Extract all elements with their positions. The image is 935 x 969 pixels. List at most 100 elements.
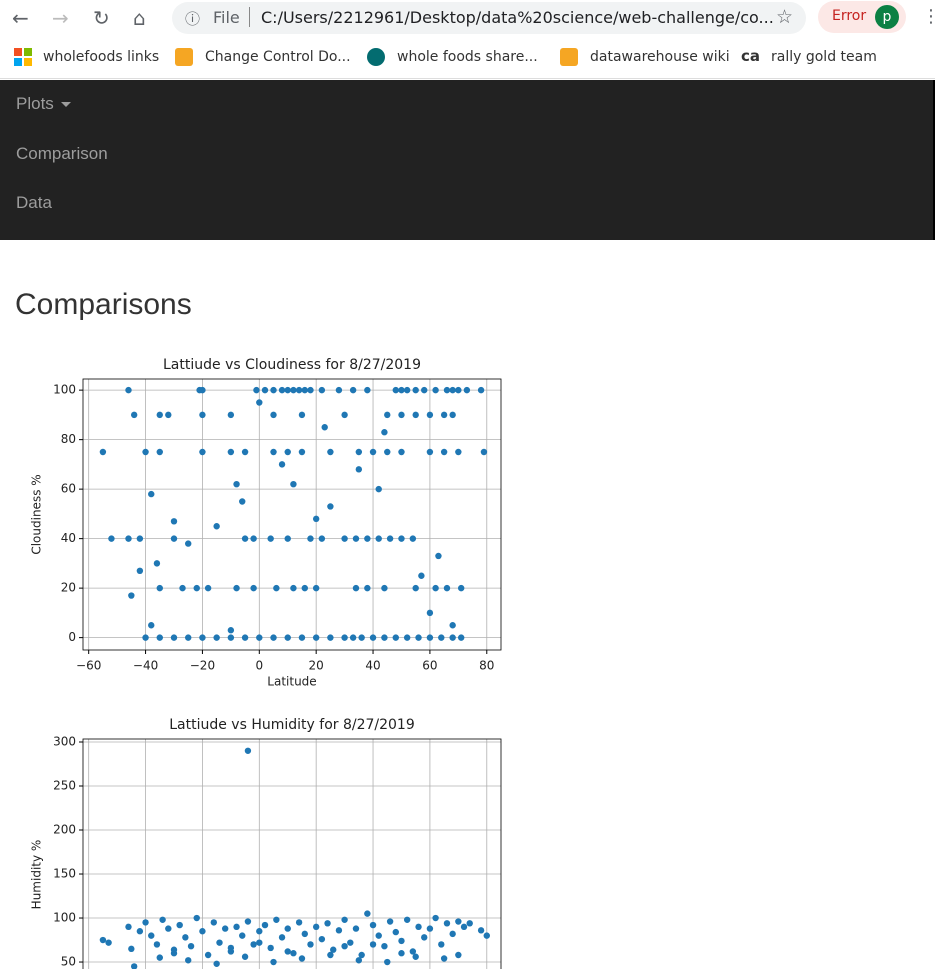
scatter-point bbox=[244, 747, 252, 754]
scatter-point bbox=[239, 932, 246, 939]
scatter-point bbox=[449, 634, 456, 641]
scatter-point bbox=[392, 386, 399, 394]
scatter-point bbox=[284, 386, 291, 394]
scatter-point bbox=[284, 925, 291, 932]
scatter-point bbox=[341, 634, 348, 641]
scatter-point bbox=[312, 634, 320, 641]
scatter-point bbox=[284, 448, 291, 456]
scatter-point bbox=[412, 953, 419, 960]
scatter-point bbox=[438, 941, 445, 948]
scatter-point bbox=[273, 916, 280, 923]
scatter-point bbox=[290, 584, 297, 592]
menu-button[interactable]: ⋮ bbox=[922, 6, 935, 27]
scatter-point bbox=[298, 411, 306, 419]
scatter-point bbox=[256, 928, 263, 935]
scatter-point bbox=[327, 503, 334, 510]
profile-status[interactable]: Error p bbox=[818, 1, 906, 33]
y-tick-label: 80 bbox=[61, 432, 76, 446]
scatter-point bbox=[449, 386, 456, 394]
scatter-point bbox=[128, 592, 135, 599]
scatter-point bbox=[136, 535, 144, 542]
y-tick-label: 150 bbox=[53, 867, 76, 881]
scatter-point bbox=[426, 411, 434, 419]
address-bar[interactable]: ⓘ File C:/Users/2212961/Desktop/data%20s… bbox=[172, 2, 806, 34]
star-icon[interactable]: ☆ bbox=[776, 6, 794, 28]
scatter-point bbox=[244, 918, 252, 925]
scatter-point bbox=[136, 567, 144, 575]
scatter-point bbox=[381, 429, 388, 436]
scatter-point bbox=[153, 941, 161, 948]
scatter-point bbox=[415, 634, 422, 641]
bookmark[interactable]: wholefoods links bbox=[43, 49, 160, 65]
scatter-point bbox=[179, 584, 186, 592]
y-axis-label: Humidity % bbox=[30, 840, 44, 910]
scatter-point bbox=[153, 560, 161, 567]
scatter-point bbox=[335, 927, 343, 934]
bookmark[interactable]: rally gold team bbox=[771, 49, 877, 65]
scatter-point bbox=[449, 930, 456, 938]
browser-toolbar: ← → ↻ ⌂ ⓘ File C:/Users/2212961/Desktop/… bbox=[0, 0, 935, 38]
scatter-point bbox=[227, 627, 235, 634]
y-tick-label: 250 bbox=[53, 779, 76, 793]
nav-item[interactable]: Data bbox=[16, 193, 52, 212]
scatter-point bbox=[108, 535, 115, 542]
scatter-point bbox=[295, 919, 303, 926]
scatter-point bbox=[199, 928, 206, 935]
scatter-point bbox=[227, 448, 235, 456]
axes-frame bbox=[82, 738, 502, 969]
scatter-point bbox=[213, 634, 220, 641]
scatter-point bbox=[227, 411, 235, 419]
nav-item[interactable]: Plots bbox=[16, 94, 54, 113]
scatter-point bbox=[142, 448, 149, 456]
scatter-point bbox=[349, 386, 357, 394]
scatter-point bbox=[267, 944, 274, 952]
scatter-point bbox=[327, 634, 334, 641]
back-button[interactable]: ← bbox=[12, 6, 29, 30]
scatter-point bbox=[142, 919, 149, 926]
scatter-point bbox=[256, 399, 263, 406]
scatter-point bbox=[290, 386, 297, 394]
scatter-point bbox=[156, 584, 163, 592]
scatter-point bbox=[455, 918, 462, 925]
scatter-point bbox=[290, 950, 297, 957]
scatter-point bbox=[199, 448, 206, 456]
scatter-point bbox=[386, 535, 394, 542]
scatter-point bbox=[170, 535, 178, 542]
scatter-point bbox=[290, 480, 297, 488]
nav-item[interactable]: Comparison bbox=[16, 144, 108, 163]
x-tick-label: −20 bbox=[190, 659, 215, 673]
scatter-point bbox=[261, 386, 269, 394]
forward-button[interactable]: → bbox=[52, 6, 69, 30]
scatter-point bbox=[253, 386, 260, 394]
scatter-point bbox=[398, 950, 405, 957]
axes-frame bbox=[82, 378, 502, 651]
scatter-point bbox=[130, 411, 138, 419]
scatter-point bbox=[341, 535, 348, 542]
scatter-point bbox=[440, 411, 448, 419]
scatter-point bbox=[216, 939, 223, 946]
home-button[interactable]: ⌂ bbox=[133, 6, 146, 30]
bookmark[interactable]: whole foods share... bbox=[397, 49, 538, 65]
scatter-point bbox=[460, 923, 468, 931]
scatter-point bbox=[148, 932, 155, 939]
scatter-point bbox=[398, 937, 405, 945]
bookmark[interactable]: datawarehouse wiki bbox=[590, 49, 730, 65]
scatter-point bbox=[170, 634, 178, 641]
scatter-point bbox=[466, 920, 473, 927]
scatter-point bbox=[392, 634, 399, 641]
plot-area bbox=[83, 379, 501, 650]
scatter-point bbox=[352, 584, 360, 592]
scatter-point bbox=[480, 448, 488, 456]
scatter-point bbox=[443, 386, 451, 394]
scatter-point bbox=[270, 386, 277, 394]
y-tick-label: 100 bbox=[53, 911, 76, 925]
bookmarks-bar: wholefoods links Change Control Do... wh… bbox=[0, 38, 935, 79]
scatter-point bbox=[227, 634, 235, 641]
scatter-point bbox=[457, 634, 465, 641]
scatter-point bbox=[375, 485, 382, 493]
scatter-point bbox=[364, 910, 371, 917]
bookmark[interactable]: Change Control Do... bbox=[205, 49, 351, 65]
reload-button[interactable]: ↻ bbox=[93, 6, 110, 30]
scatter-point bbox=[241, 953, 249, 960]
scatter-point bbox=[156, 634, 163, 641]
